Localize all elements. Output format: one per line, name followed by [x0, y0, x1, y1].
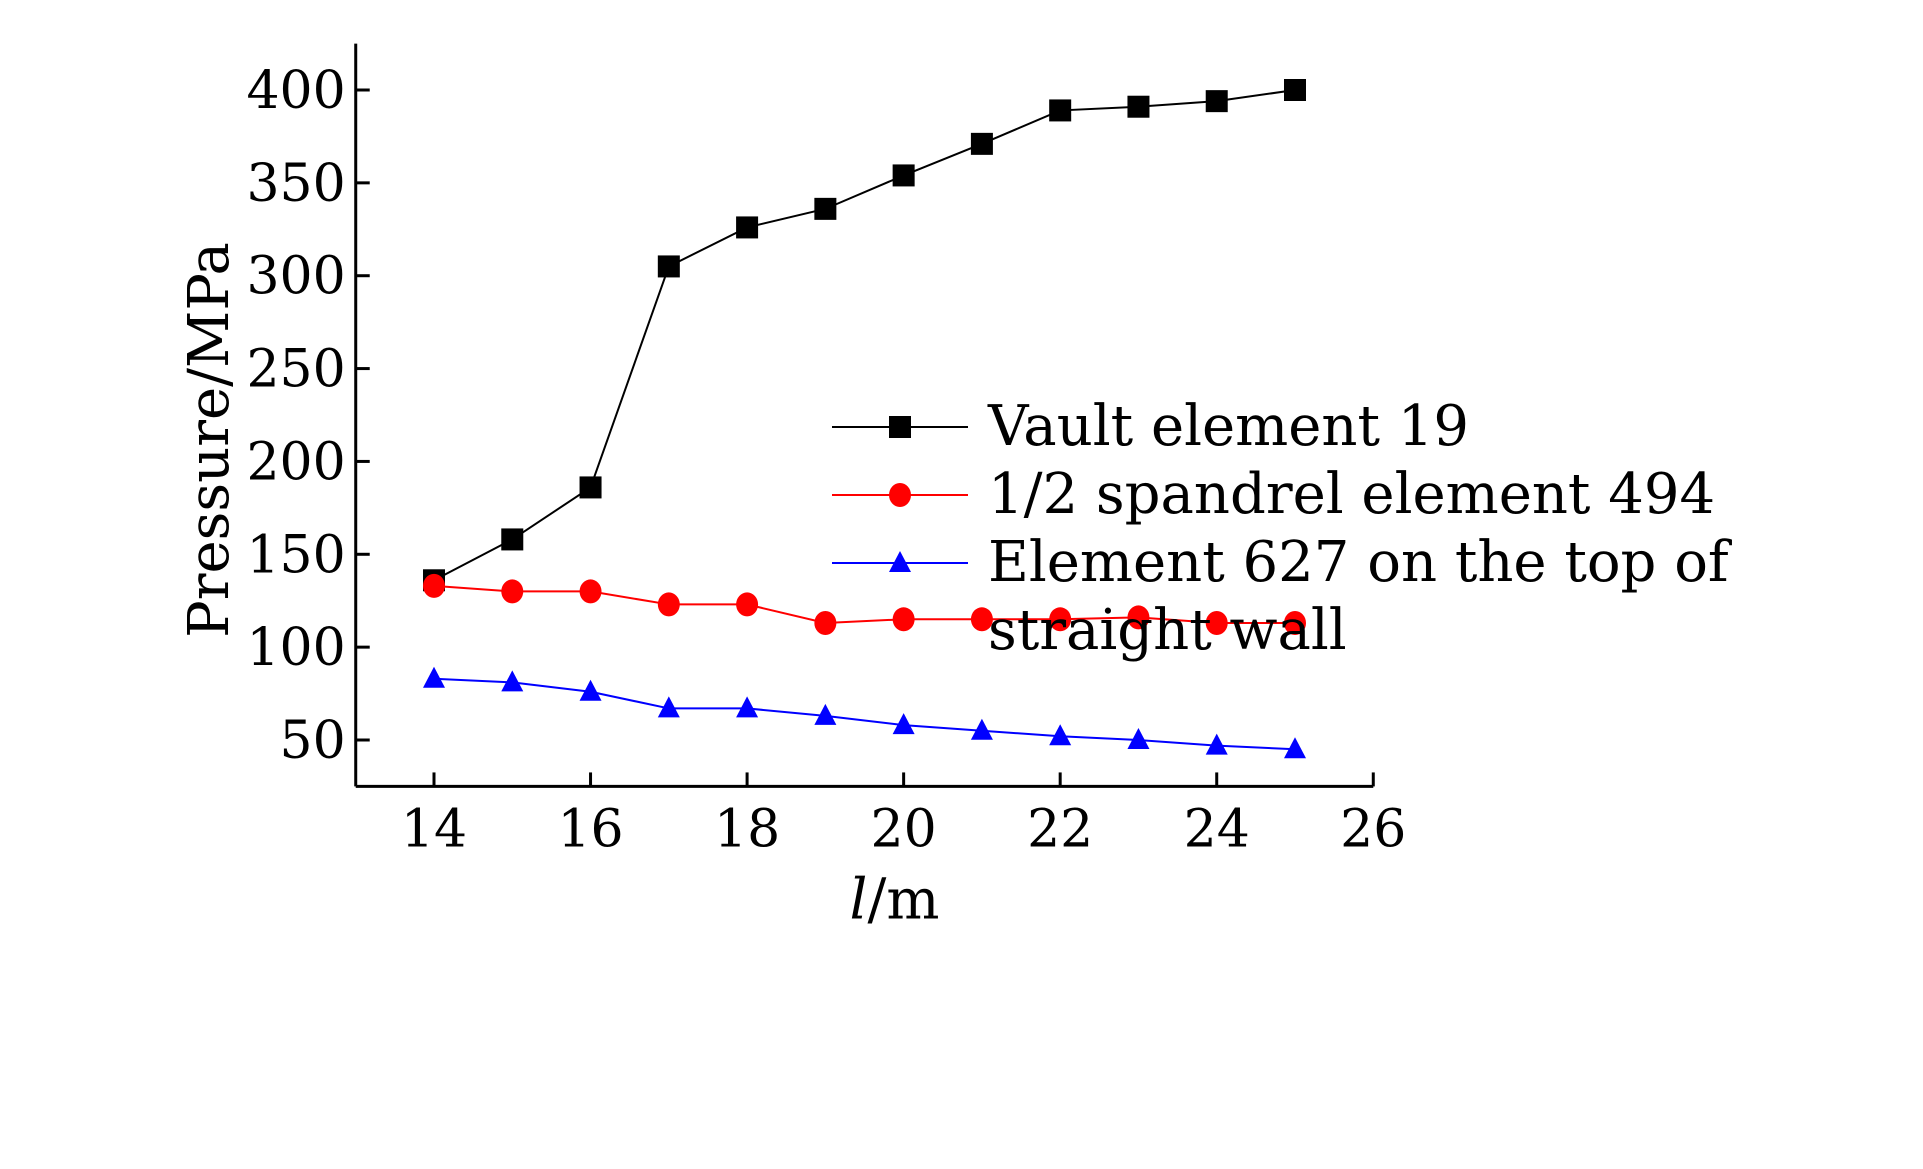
x-tick-label: 16 [557, 799, 623, 859]
series-2-line [433, 584, 1295, 625]
series-1-point [501, 528, 524, 551]
series-2-point [970, 607, 993, 632]
series-3-line [433, 677, 1296, 751]
series-2-point [423, 573, 445, 598]
series-1-point [657, 255, 680, 278]
series-3-point [970, 718, 993, 740]
series-3-point [1049, 724, 1072, 746]
legend-marker-1 [889, 416, 911, 438]
x-tick-label: 14 [401, 799, 467, 859]
legend-label-3: straight wall [988, 598, 1347, 663]
y-tick-label: 100 [246, 618, 345, 678]
series-3-point [1127, 728, 1150, 749]
x-tick-label: 26 [1340, 799, 1406, 859]
series-1-point [1049, 99, 1072, 122]
series-3-point [892, 713, 915, 735]
legend-marker-3 [889, 551, 911, 572]
y-tick-label: 200 [246, 432, 345, 492]
legend-label-2: 1/2 spandrel element 494 [988, 462, 1715, 527]
plot-area [423, 79, 1306, 759]
x-axis-title-variable: l [850, 867, 868, 932]
series-1-point [736, 216, 759, 239]
series-2-point [1127, 605, 1150, 630]
series-3-point [814, 703, 837, 725]
series-1-point [892, 164, 915, 187]
series-1-point [1205, 90, 1228, 113]
x-tick-label: 18 [714, 799, 780, 859]
legend: Vault element 191/2 spandrel element 494… [832, 394, 1733, 663]
series-1-point [1284, 79, 1306, 101]
series-2-point [1284, 611, 1306, 635]
y-tick-label: 400 [246, 61, 345, 121]
series-3-point [657, 696, 680, 718]
y-tick-label: 250 [246, 340, 345, 400]
y-tick-label: 300 [246, 247, 345, 307]
series-1-point [579, 476, 602, 499]
series-1-point [1127, 95, 1150, 118]
y-axis-title: Pressure/MPa [177, 242, 242, 638]
series-2-point [892, 607, 915, 632]
series-3-point [423, 666, 445, 688]
legend-label-1: Vault element 19 [987, 394, 1469, 459]
series-3-point [1284, 737, 1306, 759]
series-3-point [501, 670, 524, 692]
x-tick-label: 22 [1027, 799, 1093, 859]
series-1-line [433, 89, 1296, 582]
series-2-point [579, 579, 602, 604]
axes: 50 100 150 200 250 300 350 400 14 16 18 20 22 24 26 l/m… [177, 43, 1406, 932]
x-axis-title-unit: /m [867, 867, 939, 932]
legend-marker-2 [889, 483, 911, 507]
series-2-point [736, 592, 759, 617]
series-1-point [814, 197, 837, 220]
y-tick-label: 50 [280, 711, 346, 771]
x-tick-label: 20 [871, 799, 937, 859]
series-2-point [501, 579, 524, 604]
legend-label-3: Element 627 on the top of [988, 530, 1733, 595]
series-3-point [736, 696, 759, 718]
series-1-point [970, 132, 993, 155]
series-2-point [1205, 611, 1228, 635]
series-2-point [814, 611, 837, 635]
series-3-point [1205, 733, 1228, 755]
series-2-point [657, 592, 680, 617]
x-tick-label: 24 [1184, 799, 1250, 859]
series-3-point [579, 679, 602, 701]
y-tick-label: 150 [246, 525, 345, 585]
series-2-point [1049, 607, 1072, 632]
y-tick-label: 350 [246, 154, 345, 214]
x-axis-title: l/m [850, 867, 940, 932]
